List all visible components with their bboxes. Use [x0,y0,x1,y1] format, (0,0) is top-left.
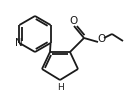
Text: H: H [57,82,63,92]
Text: O: O [69,16,77,26]
Text: O: O [97,34,105,44]
Text: N: N [15,38,22,48]
